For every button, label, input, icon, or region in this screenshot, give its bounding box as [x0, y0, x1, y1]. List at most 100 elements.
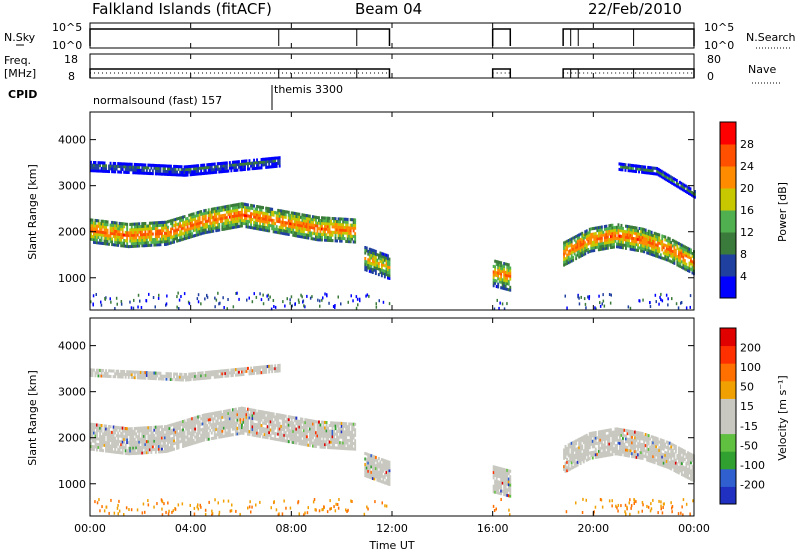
data-cell: [332, 427, 334, 430]
data-cell: [194, 425, 196, 428]
data-cell: [273, 412, 275, 415]
colorbar-swatch: [720, 276, 736, 299]
data-cell: [147, 451, 149, 454]
data-cell: [110, 301, 112, 304]
data-cell: [93, 303, 95, 306]
data-cell: [104, 438, 106, 441]
data-cell: [126, 228, 128, 231]
data-cell: [389, 302, 391, 305]
data-cell: [376, 302, 378, 305]
nave-label: Nave: [748, 63, 776, 76]
data-cell: [144, 437, 146, 440]
data-cell: [255, 409, 257, 412]
date-title: 22/Feb/2010: [588, 0, 682, 18]
data-cell: [389, 269, 391, 272]
data-cell: [322, 296, 324, 299]
data-cell: [247, 427, 249, 430]
data-cell: [101, 239, 103, 242]
data-cell: [566, 307, 568, 310]
data-cell: [601, 237, 603, 240]
data-cell: [338, 438, 340, 441]
data-cell: [187, 174, 189, 177]
colorbar-swatch: [720, 254, 736, 277]
data-cell: [276, 165, 278, 168]
nave-tick-bottom: 0: [707, 70, 714, 83]
data-cell: [662, 299, 664, 302]
data-cell: [602, 293, 604, 296]
data-cell: [622, 227, 624, 230]
data-cell: [126, 223, 128, 226]
data-cell: [138, 435, 140, 438]
data-cell: [105, 298, 107, 301]
data-cell: [215, 436, 217, 439]
data-cell: [572, 259, 574, 262]
data-cell: [671, 297, 673, 300]
data-cell: [247, 424, 249, 427]
data-cell: [121, 300, 123, 303]
data-cell: [175, 168, 177, 171]
data-cell: [368, 295, 370, 298]
data-cell: [189, 302, 191, 305]
data-cell: [568, 463, 570, 466]
data-cell: [295, 417, 297, 420]
data-cell: [333, 435, 335, 438]
data-cell: [595, 448, 597, 451]
data-cell: [588, 297, 590, 300]
data-cell: [609, 293, 611, 296]
data-cell: [160, 243, 162, 246]
station-title: Falkland Islands (fitACF): [92, 0, 272, 18]
nsky-segment: [90, 29, 389, 46]
data-cell: [509, 495, 511, 498]
data-cell: [120, 171, 122, 174]
nsky-segment: [563, 29, 694, 46]
data-cell: [180, 295, 182, 298]
data-cell: [207, 296, 209, 299]
data-cell: [139, 300, 141, 303]
data-cell: [244, 407, 246, 410]
data-cell: [389, 274, 391, 277]
data-cell: [348, 428, 350, 431]
data-cell: [147, 432, 149, 435]
data-cell: [134, 438, 136, 441]
data-cell: [509, 481, 511, 484]
data-cell: [509, 475, 511, 478]
data-cell: [141, 306, 143, 309]
data-cell: [289, 302, 291, 305]
data-cell: [271, 208, 273, 211]
data-cell: [359, 298, 361, 301]
data-cell: [347, 221, 349, 224]
colorbar-tick-label: 12: [740, 226, 754, 239]
data-cell: [320, 230, 322, 233]
data-cell: [595, 431, 597, 434]
data-cell: [262, 206, 264, 209]
data-cell: [690, 187, 692, 190]
data-cell: [298, 213, 300, 216]
data-cell: [149, 224, 151, 227]
data-cell: [675, 252, 677, 255]
data-cell: [585, 306, 587, 309]
data-cell: [506, 302, 508, 305]
data-cell: [150, 451, 152, 454]
data-cell: [122, 168, 124, 171]
data-cell: [389, 469, 391, 472]
data-cell: [333, 444, 335, 447]
nsearch-tick-bottom: 10^0: [704, 39, 734, 52]
data-cell: [353, 437, 355, 440]
data-cell: [320, 437, 322, 440]
data-cell: [147, 241, 149, 244]
data-cell: [389, 258, 391, 261]
data-cell: [107, 220, 109, 223]
data-cell: [319, 305, 321, 308]
data-cell: [326, 424, 328, 427]
data-cell: [177, 292, 179, 295]
data-cell: [282, 300, 284, 303]
data-cell: [114, 170, 116, 173]
data-cell: [594, 306, 596, 309]
data-cell: [95, 161, 97, 164]
data-cell: [101, 424, 103, 427]
data-cell: [160, 442, 162, 445]
data-cell: [350, 232, 352, 235]
data-cell: [194, 427, 196, 430]
data-cell: [105, 425, 107, 428]
